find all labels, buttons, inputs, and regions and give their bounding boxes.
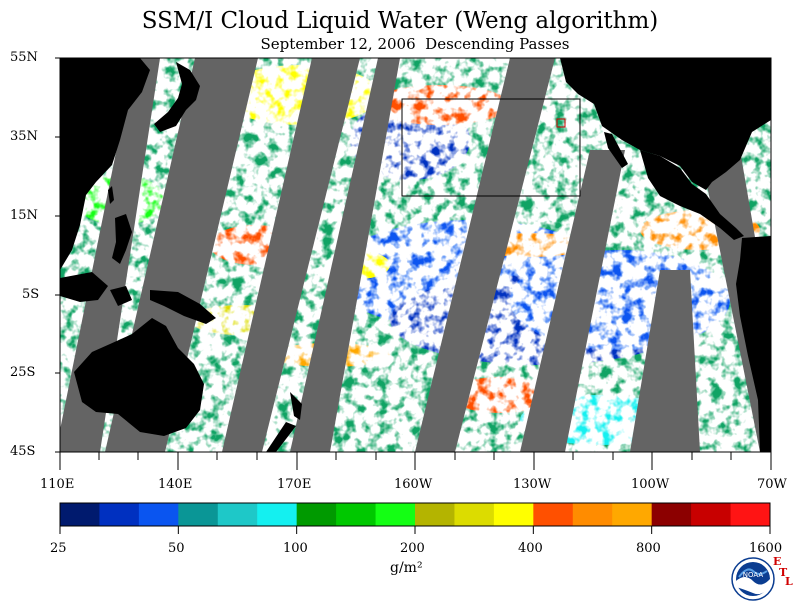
- noaa-logo-text: NOAA: [743, 571, 764, 579]
- noaa-logo: NOAA: [731, 557, 775, 601]
- lon-label-110e: 110E: [40, 477, 75, 492]
- colorbar-label-50: 50: [168, 541, 185, 556]
- colorbar-swatch: [336, 503, 377, 526]
- colorbar-swatch: [651, 503, 692, 526]
- analysis-box: [401, 98, 581, 197]
- axis-ticks: [55, 57, 772, 470]
- colorbar-swatch: [375, 503, 416, 526]
- colorbar-swatch: [296, 503, 337, 526]
- colorbar-label-100: 100: [283, 541, 308, 556]
- colorbar-swatch: [612, 503, 653, 526]
- lat-label-45s: 45S: [10, 444, 36, 459]
- lon-label-140e: 140E: [158, 477, 193, 492]
- etl-letter-t: T: [779, 566, 788, 579]
- chart-title: SSM/I Cloud Liquid Water (Weng algorithm…: [141, 8, 659, 34]
- colorbar-swatch: [493, 503, 534, 526]
- lon-label-100w: 100W: [631, 477, 670, 492]
- lat-label-15n: 15N: [10, 208, 38, 223]
- lon-label-130w: 130W: [513, 477, 552, 492]
- lon-label-170e: 170E: [277, 477, 312, 492]
- colorbar-swatch: [415, 503, 455, 526]
- etl-logo: E T L: [773, 556, 793, 587]
- lat-label-35n: 35N: [10, 129, 38, 144]
- small-red-box: [556, 118, 566, 128]
- colorbar-swatch: [217, 503, 258, 526]
- colorbar-swatch: [178, 503, 219, 526]
- land: [60, 58, 771, 452]
- lat-label-55n: 55N: [10, 50, 38, 65]
- colorbar-swatch: [572, 503, 613, 526]
- colorbar-swatch: [691, 503, 732, 526]
- colorbar-swatch: [60, 503, 100, 526]
- colorbar-swatch: [454, 503, 495, 526]
- colorbar-label-1600: 1600: [749, 541, 783, 556]
- lon-label-70w: 70W: [757, 477, 787, 492]
- colorbar-swatch: [99, 503, 140, 526]
- colorbar-swatch: [730, 503, 771, 526]
- lat-label-5s: 5S: [22, 287, 40, 302]
- colorbar-label-400: 400: [518, 541, 543, 556]
- lat-label-25s: 25S: [10, 365, 36, 380]
- etl-letter-e: E: [773, 555, 782, 568]
- chart-subtitle: September 12, 2006 Descending Passes: [260, 35, 570, 53]
- etl-letter-l: L: [785, 575, 793, 588]
- colorbar-label-800: 800: [636, 541, 661, 556]
- swath-gaps: [60, 58, 771, 452]
- lon-label-160w: 160W: [394, 477, 433, 492]
- colorbar: [59, 502, 771, 534]
- colorbar-units: g/m²: [390, 560, 423, 576]
- colorbar-swatch: [138, 503, 179, 526]
- colorbar-label-25: 25: [50, 541, 67, 556]
- colorbar-swatch: [257, 503, 298, 526]
- colorbar-label-200: 200: [400, 541, 425, 556]
- colorbar-swatch: [533, 503, 574, 526]
